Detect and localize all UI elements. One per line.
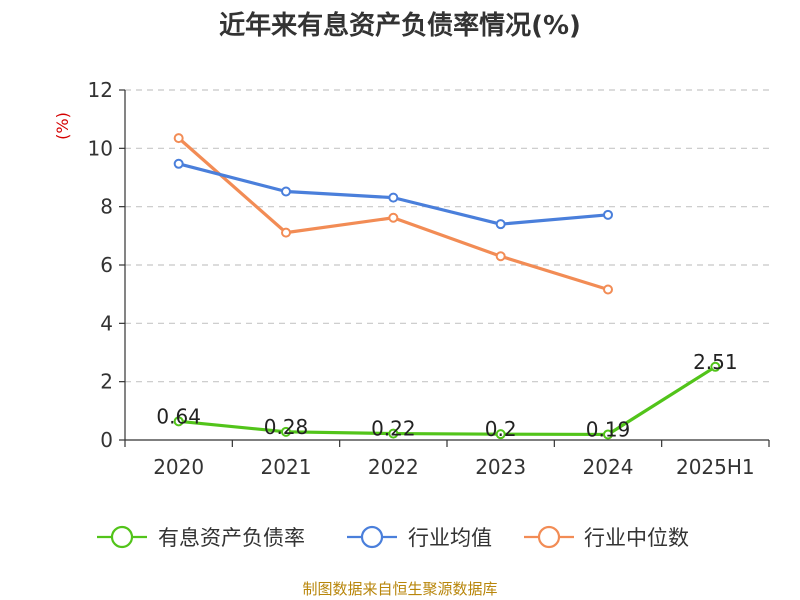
series-lines — [173, 133, 721, 440]
data-point — [495, 251, 506, 262]
x-tick-label: 2023 — [475, 455, 526, 479]
legend-label: 行业中位数 — [584, 526, 689, 550]
y-tick-label: 4 — [100, 311, 113, 335]
data-point — [173, 133, 184, 144]
data-label: 0.22 — [371, 417, 416, 441]
series-0 — [173, 361, 721, 440]
legend-item: 行业中位数 — [524, 525, 689, 550]
legend: 有息资产负债率 行业均值 行业中位数 — [97, 525, 689, 550]
x-tick-label: 2025H1 — [676, 455, 755, 479]
series-1 — [173, 158, 613, 230]
x-tick-label: 2020 — [153, 455, 204, 479]
data-label: 0.64 — [156, 404, 201, 428]
data-point — [281, 426, 291, 437]
data-label: 0.19 — [586, 417, 631, 441]
legend-marker-icon — [110, 525, 134, 549]
legend-marker-icon — [537, 525, 561, 549]
y-axis-label: (%) — [53, 112, 72, 140]
data-point — [388, 212, 399, 223]
data-point — [710, 361, 721, 372]
data-labels: 0.64 0.28 0.22 0.2 0.19 2.51 — [156, 350, 737, 442]
axes: 0 2 4 6 8 10 12 2020 2021 2022 2023 2024 2025H1 — [88, 78, 770, 479]
data-label: 2.51 — [693, 350, 738, 374]
data-point — [603, 429, 613, 440]
data-point — [388, 428, 399, 439]
data-point — [388, 192, 399, 203]
source-note: 制图数据来自恒生聚源数据库 — [302, 580, 497, 598]
data-point — [173, 416, 184, 427]
legend-label: 行业均值 — [408, 526, 492, 550]
data-label: 0.28 — [264, 415, 309, 439]
legend-marker-icon — [360, 525, 384, 549]
y-tick-label: 10 — [88, 136, 113, 160]
y-tick-label: 12 — [88, 78, 113, 102]
data-point — [495, 429, 506, 440]
y-tick-label: 8 — [100, 195, 113, 219]
x-tick-label: 2022 — [368, 455, 419, 479]
legend-item: 有息资产负债率 — [97, 525, 305, 550]
legend-item: 行业均值 — [347, 525, 492, 550]
data-point — [603, 209, 613, 220]
y-tick-label: 6 — [100, 253, 113, 277]
data-point — [281, 227, 291, 238]
legend-label: 有息资产负债率 — [158, 526, 305, 550]
series-2 — [173, 133, 613, 295]
data-label: 0.2 — [485, 417, 517, 441]
x-tick-label: 2024 — [583, 455, 634, 479]
chart-title: 近年来有息资产负债率情况(%) — [219, 10, 581, 41]
x-tick-label: 2021 — [261, 455, 312, 479]
y-tick-label: 2 — [100, 370, 113, 394]
data-point — [495, 219, 506, 230]
data-point — [603, 284, 613, 295]
grid-lines — [125, 89, 769, 383]
y-tick-label: 0 — [100, 428, 113, 452]
series-line — [177, 365, 717, 437]
data-point — [173, 158, 184, 169]
data-point — [281, 186, 291, 197]
